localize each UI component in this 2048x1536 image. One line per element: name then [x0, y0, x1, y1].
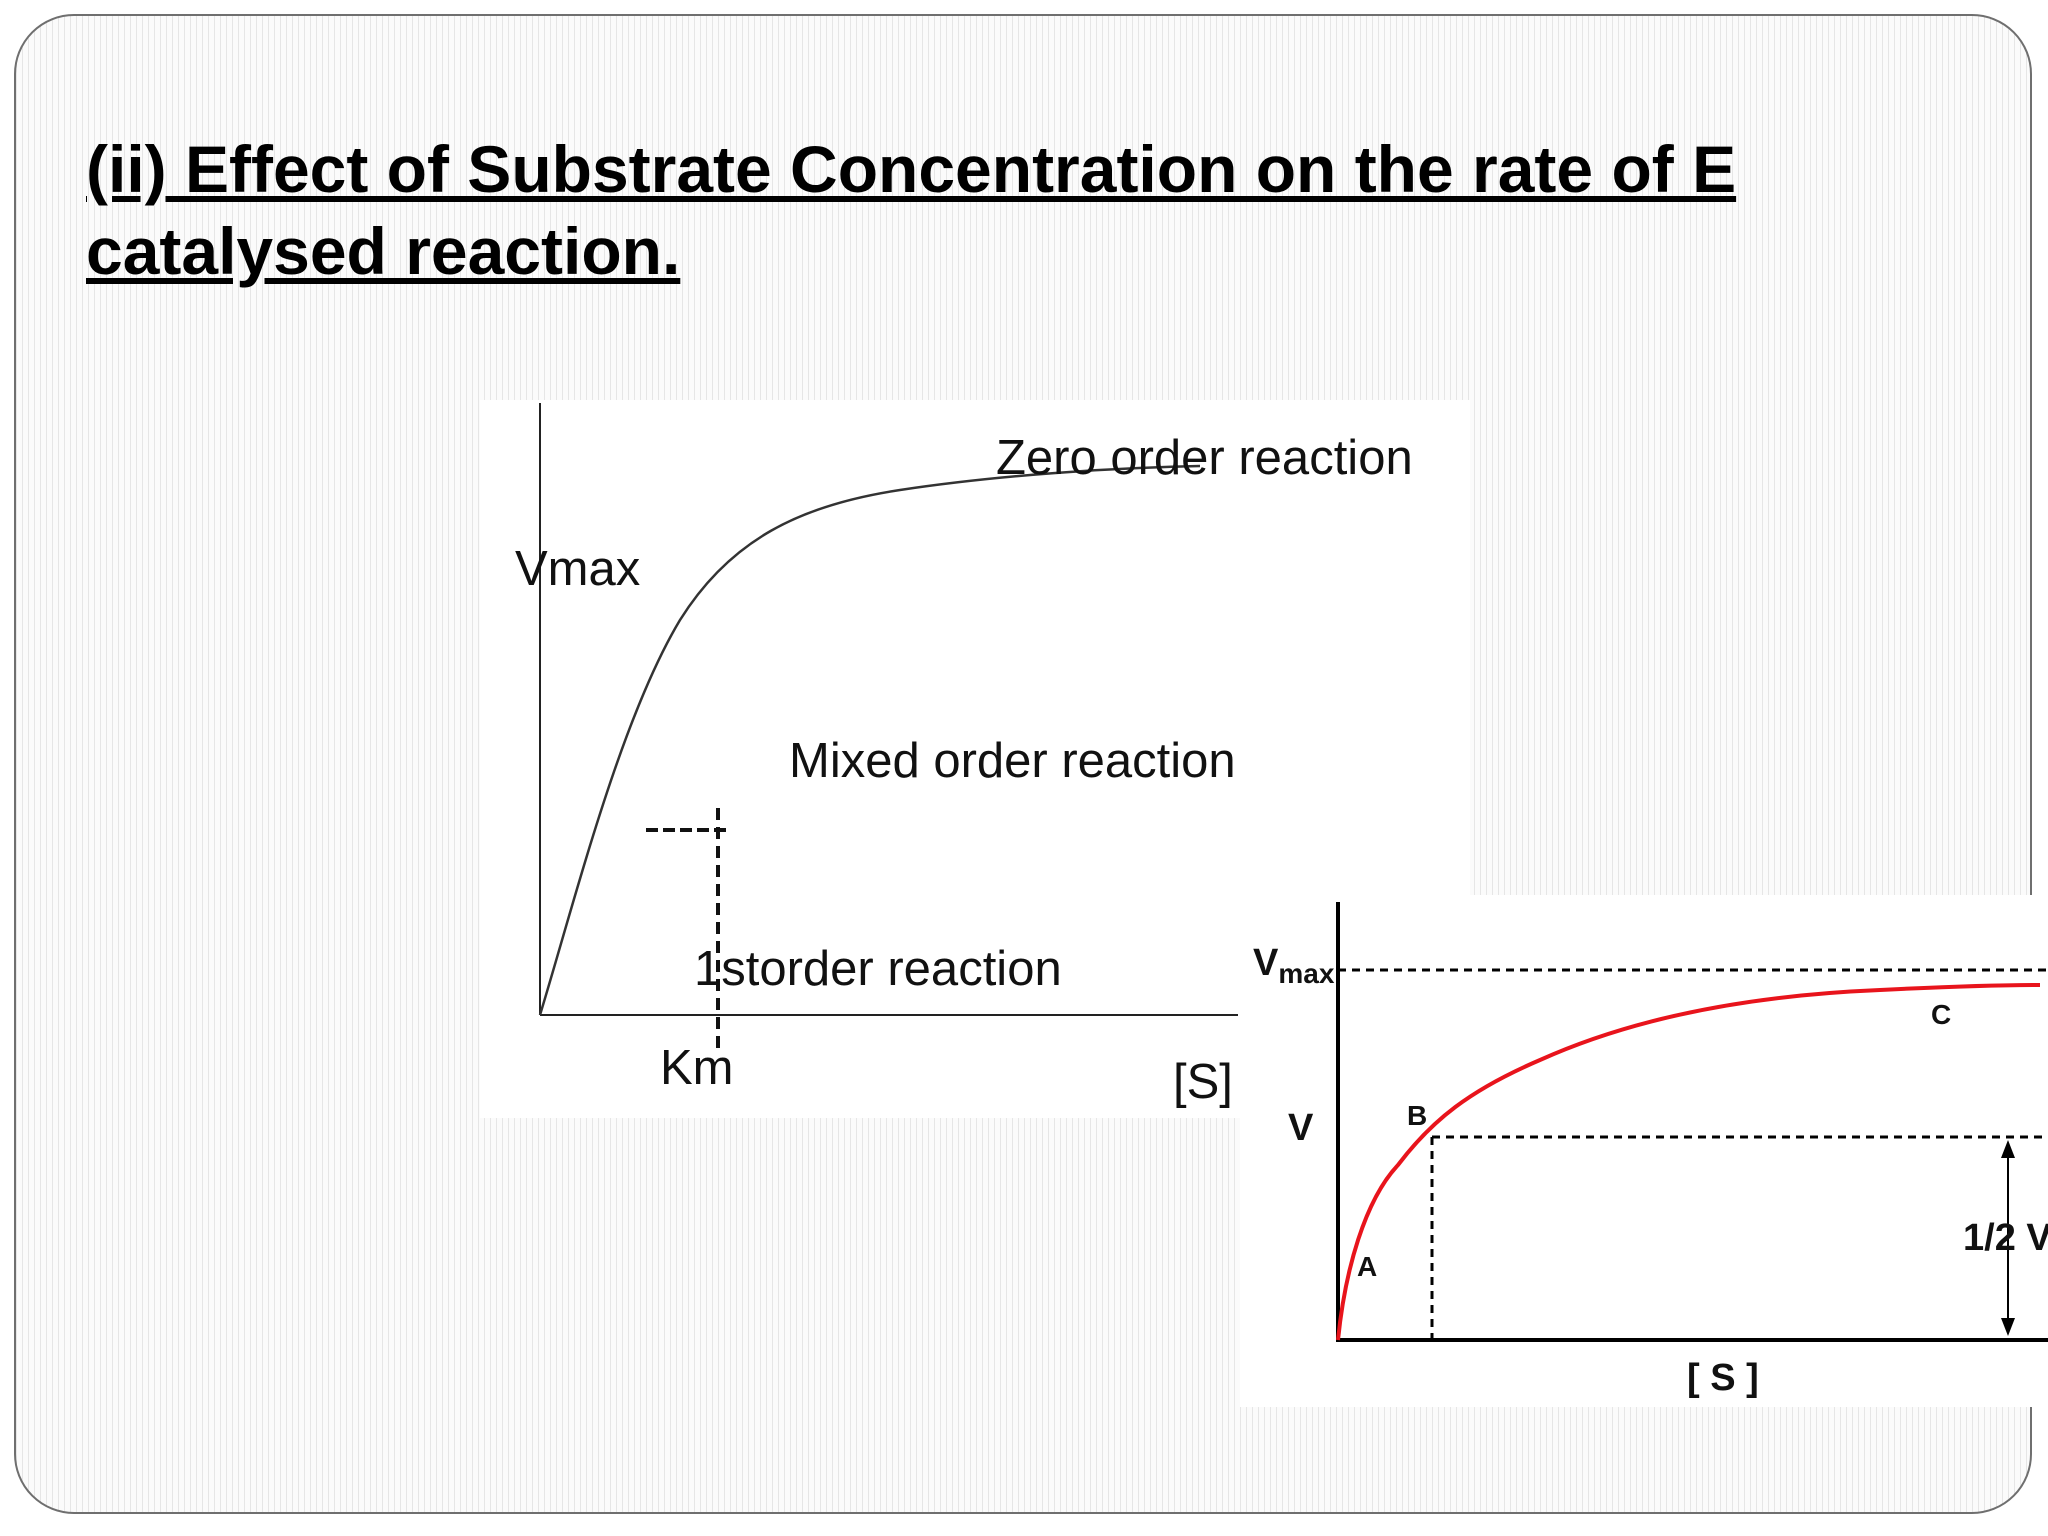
km-label: Km	[660, 1041, 734, 1095]
x-axis-label: [S]	[1173, 1055, 1233, 1109]
half-v-arrow-down-icon	[2001, 1318, 2015, 1336]
michaelis-menten-curve	[1336, 983, 2041, 1341]
vmax-label: Vmax	[515, 542, 640, 596]
zero-order-label: Zero order reaction	[996, 431, 1413, 485]
saturation-curve	[538, 464, 1201, 1016]
half-v-arrow-up-icon	[2001, 1140, 2015, 1158]
first-order-label: 1storder reaction	[694, 942, 1062, 996]
figure2-background	[1240, 895, 2048, 1407]
fig2-x-axis-label: [ S ]	[1687, 1357, 1759, 1399]
mixed-order-label: Mixed order reaction	[789, 734, 1236, 788]
point-c-label: C	[1931, 999, 1951, 1030]
point-a-label: A	[1357, 1251, 1377, 1282]
v-axis-label: V	[1288, 1107, 1314, 1149]
title-line-1: (ii) Effect of Substrate Concentration o…	[86, 132, 1737, 206]
title-line-2: catalysed reaction.	[86, 214, 681, 288]
slide-title: (ii) Effect of Substrate Concentration o…	[86, 128, 1986, 292]
half-v-label: 1/2 V	[1963, 1217, 2048, 1259]
vmax-label-fig2: Vmax	[1253, 942, 1335, 989]
point-b-label: B	[1407, 1100, 1427, 1131]
